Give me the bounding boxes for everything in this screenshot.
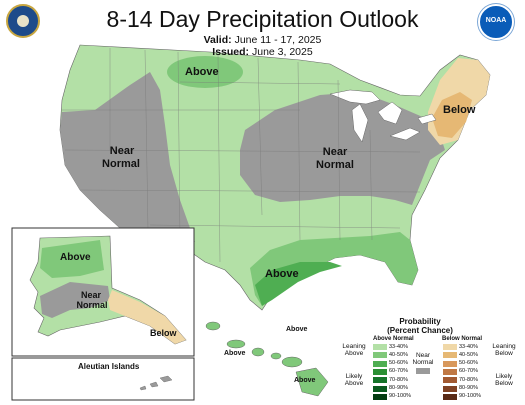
legend-below-swatch: [443, 360, 457, 367]
valid-label: Valid:: [203, 34, 232, 46]
label-central-near-normal-2: Normal: [316, 159, 354, 171]
label-north-central-above: Above: [185, 66, 219, 78]
label-west-near-normal-2: Normal: [102, 158, 140, 170]
northeast-below-core: [432, 92, 472, 138]
legend-near-line1: Near: [415, 352, 431, 359]
issued-label: Issued:: [212, 46, 250, 58]
label-central-near-normal-1: Near: [322, 146, 348, 158]
legend-above-range: 40-50%: [389, 351, 408, 358]
commerce-seal-logo: [6, 4, 40, 38]
legend-above-header: Above Normal: [373, 336, 414, 342]
hawaii-islands: [205, 321, 329, 397]
legend-below-range: 50-60%: [459, 360, 478, 367]
legend-above-swatch: [373, 393, 387, 400]
legend-likely-below-line2: Below: [495, 380, 513, 387]
issued-line: Issued: June 3, 2025: [0, 46, 525, 58]
alaska-near-normal: [40, 282, 110, 318]
legend-below-swatch: [443, 393, 457, 400]
aleutian-title: Aleutian Islands: [78, 362, 140, 371]
legend-leaning-below-line1: Leaning: [492, 343, 516, 350]
aleutian-islands: [139, 375, 173, 391]
label-alaska-near-1: Near: [80, 290, 101, 300]
legend-above-swatch: [373, 385, 387, 392]
legend-leaning-below-line2: Below: [495, 350, 513, 357]
page-title: 8-14 Day Precipitation Outlook: [106, 6, 419, 32]
legend-likely-below-line1: Likely: [495, 373, 513, 380]
valid-value: June 11 - 17, 2025: [234, 34, 322, 46]
legend-likely-above-line1: Likely: [345, 373, 363, 380]
legend-above-range: 33-40%: [389, 343, 408, 350]
legend-leaning-above-line2: Above: [344, 350, 364, 357]
legend-leaning-below: Leaning Below: [488, 343, 520, 357]
label-hawaii-above-2: Above: [224, 350, 246, 357]
label-alaska-below: Below: [150, 328, 177, 338]
legend-near-swatch: [416, 368, 430, 374]
legend-below-range: 80-90%: [459, 385, 478, 391]
legend-below-swatch: [443, 368, 457, 375]
legend-likely-above-line2: Above: [344, 380, 364, 387]
gulf-above-area: [250, 232, 418, 306]
legend-title-1: Probability: [399, 317, 441, 326]
alaska-below: [108, 290, 186, 344]
legend-leaning-above-line1: Leaning: [342, 343, 366, 350]
legend-above-range: 70-80%: [389, 376, 408, 383]
legend-below-swatch: [443, 385, 457, 392]
legend-below-range: 33-40%: [459, 343, 478, 350]
legend-below-range: 70-80%: [459, 376, 478, 383]
label-gulf-above: Above: [265, 268, 299, 280]
legend-below-range: 40-50%: [459, 351, 478, 358]
noaa-logo-text: NOAA: [485, 17, 507, 24]
legend-title-2: (Percent Chance): [387, 326, 453, 335]
label-hawaii-above-1: Above: [286, 326, 308, 333]
legend-above-swatch: [373, 360, 387, 367]
legend-near-line2: Normal: [412, 359, 434, 366]
legend-likely-above: Likely Above: [338, 373, 370, 387]
legend-below-swatch: [443, 352, 457, 359]
north-central-above-area: [167, 56, 243, 88]
legend-above-swatch: [373, 352, 387, 359]
issued-value: June 3, 2025: [251, 46, 313, 58]
legend-leaning-above: Leaning Above: [338, 343, 370, 357]
legend-below-swatch: [443, 344, 457, 350]
label-northeast-below: Below: [443, 104, 476, 116]
legend-below-range: 90-100%: [459, 393, 482, 400]
legend-above-range: 60-70%: [389, 368, 408, 375]
legend-likely-below: Likely Below: [488, 373, 520, 387]
label-alaska-above: Above: [60, 252, 91, 263]
noaa-logo: NOAA: [478, 4, 514, 40]
legend-above-range: 90-100%: [389, 393, 412, 400]
legend-above-range: 80-90%: [389, 385, 408, 391]
legend-below-swatch: [443, 377, 457, 384]
label-alaska-near-2: Normal: [76, 300, 108, 310]
legend-below-header: Below Normal: [442, 336, 483, 342]
date-block: Valid: June 11 - 17, 2025 Issued: June 3…: [0, 34, 525, 58]
legend-below-range: 60-70%: [459, 368, 478, 375]
label-hawaii-above-3: Above: [294, 377, 316, 384]
legend-above-swatch: [373, 377, 387, 384]
state-boundaries: [62, 48, 421, 263]
legend-above-swatch: [373, 368, 387, 375]
valid-line: Valid: June 11 - 17, 2025: [0, 34, 525, 46]
great-lakes: [329, 89, 437, 143]
gulf-strong-above-area: [255, 262, 342, 306]
legend-above-range: 50-60%: [389, 360, 408, 367]
legend-above-swatch: [373, 344, 387, 350]
legend-near-normal: Near Normal: [408, 352, 438, 366]
west-near-normal-area: [60, 72, 195, 242]
label-west-near-normal-1: Near: [109, 145, 135, 157]
alaska-above-mid: [40, 240, 104, 278]
